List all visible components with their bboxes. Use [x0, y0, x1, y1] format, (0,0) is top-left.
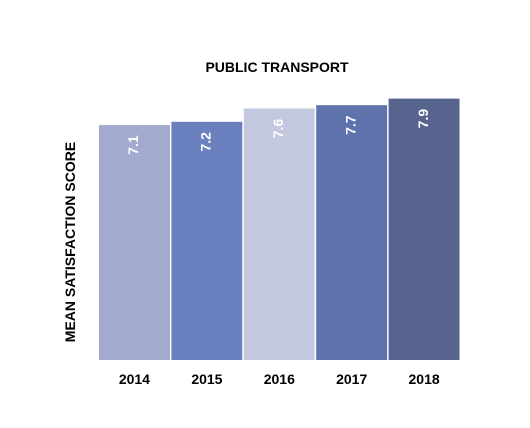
- y-axis-label: MEAN SATISFACTION SCORE: [62, 142, 78, 342]
- data-label-2018: 7.9: [415, 109, 431, 129]
- bar-2017: [316, 105, 388, 360]
- x-tick-label-2014: 2014: [119, 371, 150, 387]
- bar-2016: [243, 108, 315, 360]
- chart-title: PUBLIC TRANSPORT: [205, 59, 349, 75]
- x-tick-labels-layer: 2014 2015 2016 2017 2018: [119, 371, 440, 387]
- data-labels-layer: 7.1 7.2 7.6 7.7 7.9: [125, 109, 431, 155]
- data-label-2017: 7.7: [342, 115, 358, 135]
- bar-2018: [388, 98, 460, 360]
- bars-layer: [99, 98, 460, 360]
- bar-2014: [99, 125, 170, 360]
- data-label-2015: 7.2: [198, 132, 214, 152]
- x-tick-label-2018: 2018: [409, 371, 440, 387]
- bar-2015: [171, 121, 243, 360]
- x-tick-label-2017: 2017: [336, 371, 367, 387]
- x-tick-label-2016: 2016: [264, 371, 295, 387]
- x-tick-label-2015: 2015: [191, 371, 222, 387]
- data-label-2014: 7.1: [125, 135, 141, 155]
- data-label-2016: 7.6: [270, 119, 286, 139]
